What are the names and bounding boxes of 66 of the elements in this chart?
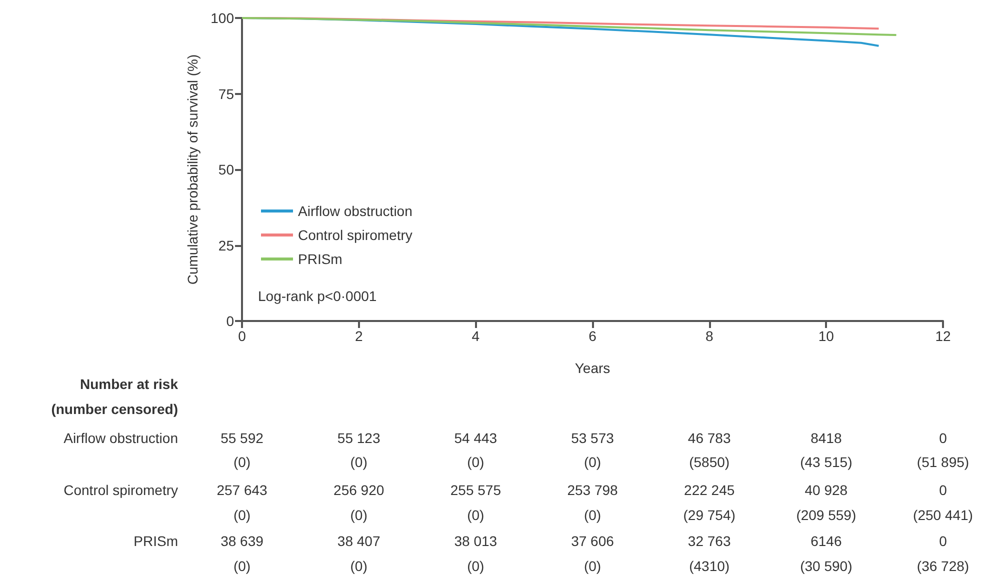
- y-axis-title: Cumulative probability of survival (%): [184, 54, 201, 285]
- text: (43 515): [800, 454, 852, 470]
- line-series: [241, 17, 898, 36]
- text: 46 783: [688, 430, 731, 446]
- text: (4310): [689, 558, 730, 574]
- y-tick-label: 0: [226, 313, 234, 329]
- text: Airflow obstruction: [64, 430, 178, 446]
- text: 38 639: [220, 533, 264, 549]
- y-tick-label: 100: [210, 10, 234, 26]
- text: (0): [467, 454, 484, 470]
- text: 0: [939, 430, 948, 446]
- text: Number at risk: [80, 376, 178, 392]
- text: 253 798: [567, 482, 618, 498]
- text: (0): [233, 507, 251, 523]
- text: (0): [233, 558, 251, 574]
- text: PRISm: [134, 533, 178, 549]
- text: (0): [584, 558, 602, 574]
- x-tick-label: 2: [354, 328, 363, 344]
- text: 8418: [810, 430, 842, 446]
- x-axis-title: Years: [574, 360, 610, 376]
- text: (0): [467, 507, 484, 523]
- text: (0): [467, 558, 484, 574]
- text: 0: [939, 482, 948, 498]
- text: (number censored): [51, 401, 178, 417]
- text: (30 590): [800, 558, 852, 574]
- x-tick-label: 10: [818, 328, 834, 344]
- text: 256 920: [334, 482, 384, 498]
- text: (29 754): [683, 507, 736, 523]
- text: Control spirometry: [64, 482, 178, 498]
- text: (0): [584, 454, 602, 470]
- text: 32 763: [688, 533, 731, 549]
- x-tick-label: 4: [472, 328, 480, 344]
- legend-label: PRISm: [298, 251, 342, 267]
- text: (0): [584, 507, 602, 523]
- text: 6146: [810, 533, 842, 549]
- y-tick-label: 25: [218, 237, 234, 254]
- text: (5850): [689, 454, 730, 470]
- text: 53 573: [571, 430, 614, 446]
- text: 255 575: [450, 482, 502, 498]
- x-tick-label: 6: [588, 328, 597, 344]
- text: (0): [350, 454, 368, 470]
- text: 55 123: [337, 430, 380, 446]
- x-tick-label: 8: [705, 328, 714, 344]
- text: 37 606: [571, 533, 614, 549]
- text: 257 643: [216, 482, 268, 498]
- y-tick-label: 75: [218, 86, 234, 102]
- annotation: Log-rank p<0·0001: [258, 288, 377, 304]
- text: (0): [350, 558, 368, 574]
- text: 222 245: [684, 482, 735, 498]
- text: (209 559): [796, 507, 856, 523]
- text: 55 592: [220, 430, 264, 446]
- text: (250 441): [913, 507, 973, 523]
- text: 38 407: [337, 533, 380, 549]
- legend-label: Control spirometry: [298, 227, 412, 243]
- y-tick-label: 50: [218, 162, 234, 178]
- text: 0: [939, 533, 948, 549]
- text: (36 728): [916, 558, 970, 574]
- x-tick-label: 0: [238, 328, 246, 344]
- text: (0): [233, 454, 251, 470]
- text: 40 928: [804, 482, 848, 498]
- x-tick-label: 12: [935, 328, 951, 344]
- text: (51 895): [916, 454, 970, 470]
- legend-label: Airflow obstruction: [298, 203, 412, 219]
- text: 54 443: [454, 430, 498, 446]
- text: 38 013: [454, 533, 498, 549]
- text: (0): [350, 507, 368, 523]
